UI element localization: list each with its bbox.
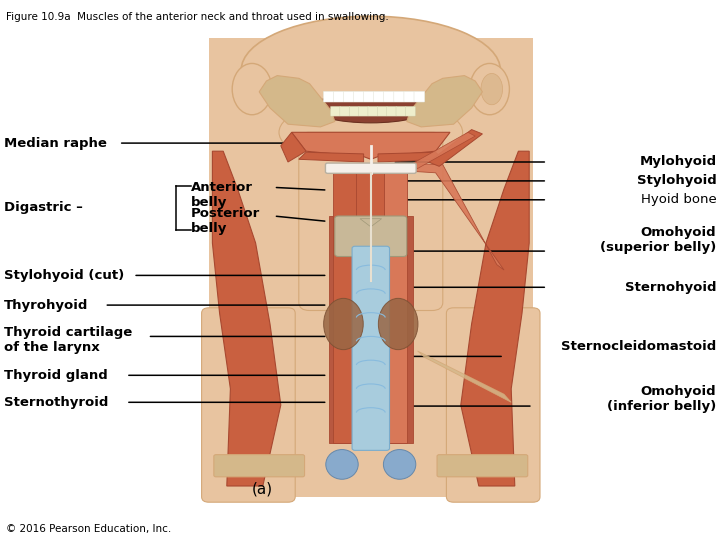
Polygon shape xyxy=(418,351,511,402)
Polygon shape xyxy=(360,219,382,227)
Polygon shape xyxy=(407,76,482,127)
FancyBboxPatch shape xyxy=(394,91,405,102)
Ellipse shape xyxy=(232,64,271,115)
FancyBboxPatch shape xyxy=(333,173,356,443)
FancyBboxPatch shape xyxy=(359,106,369,116)
Polygon shape xyxy=(292,132,450,159)
Text: © 2016 Pearson Education, Inc.: © 2016 Pearson Education, Inc. xyxy=(6,523,171,534)
Text: Thyrohyoid: Thyrohyoid xyxy=(4,299,88,312)
FancyBboxPatch shape xyxy=(377,106,387,116)
FancyBboxPatch shape xyxy=(414,91,425,102)
FancyBboxPatch shape xyxy=(368,106,378,116)
Text: Posterior
belly: Posterior belly xyxy=(191,207,260,235)
FancyBboxPatch shape xyxy=(335,216,407,256)
Polygon shape xyxy=(299,152,364,162)
FancyBboxPatch shape xyxy=(343,91,354,102)
FancyBboxPatch shape xyxy=(209,38,533,497)
FancyBboxPatch shape xyxy=(374,91,384,102)
FancyBboxPatch shape xyxy=(404,91,415,102)
Ellipse shape xyxy=(325,449,359,480)
Text: Mylohyoid: Mylohyoid xyxy=(639,156,716,168)
Ellipse shape xyxy=(241,16,500,124)
Text: Figure 10.9a  Muscles of the anterior neck and throat used in swallowing.: Figure 10.9a Muscles of the anterior nec… xyxy=(6,12,389,23)
Text: Omohyoid
(superior belly): Omohyoid (superior belly) xyxy=(600,226,716,254)
FancyBboxPatch shape xyxy=(214,455,305,477)
FancyBboxPatch shape xyxy=(352,246,390,450)
FancyBboxPatch shape xyxy=(364,91,374,102)
Ellipse shape xyxy=(379,298,418,350)
Ellipse shape xyxy=(311,93,431,123)
FancyBboxPatch shape xyxy=(329,216,413,443)
Text: Digastric –: Digastric – xyxy=(4,201,83,214)
Text: Omohyoid
(inferior belly): Omohyoid (inferior belly) xyxy=(607,384,716,413)
Polygon shape xyxy=(259,76,335,127)
Text: Thyroid cartilage
of the larynx: Thyroid cartilage of the larynx xyxy=(4,326,132,354)
FancyBboxPatch shape xyxy=(323,91,334,102)
Text: Stylohyoid: Stylohyoid xyxy=(636,174,716,187)
FancyBboxPatch shape xyxy=(330,106,341,116)
Polygon shape xyxy=(212,151,281,486)
Polygon shape xyxy=(410,132,475,168)
Text: Sternothyroid: Sternothyroid xyxy=(4,396,108,409)
FancyBboxPatch shape xyxy=(325,163,416,173)
Polygon shape xyxy=(392,163,504,270)
Ellipse shape xyxy=(470,64,510,115)
Polygon shape xyxy=(378,152,443,162)
FancyBboxPatch shape xyxy=(299,132,443,310)
Text: Anterior
belly: Anterior belly xyxy=(191,181,253,210)
FancyBboxPatch shape xyxy=(340,106,350,116)
Polygon shape xyxy=(428,130,482,166)
FancyBboxPatch shape xyxy=(341,173,401,219)
Ellipse shape xyxy=(324,298,364,350)
FancyBboxPatch shape xyxy=(349,106,359,116)
FancyBboxPatch shape xyxy=(333,91,344,102)
Text: (a): (a) xyxy=(252,481,274,496)
Text: Median raphe: Median raphe xyxy=(4,137,107,150)
Polygon shape xyxy=(281,132,306,162)
FancyBboxPatch shape xyxy=(354,91,364,102)
Text: Thyroid gland: Thyroid gland xyxy=(4,369,107,382)
FancyBboxPatch shape xyxy=(387,106,397,116)
FancyBboxPatch shape xyxy=(384,173,407,443)
Text: Sternocleidomastoid: Sternocleidomastoid xyxy=(561,340,716,353)
FancyBboxPatch shape xyxy=(384,91,395,102)
Ellipse shape xyxy=(481,73,503,105)
Ellipse shape xyxy=(384,449,416,480)
Text: Hyoid bone: Hyoid bone xyxy=(641,193,716,206)
FancyBboxPatch shape xyxy=(437,455,528,477)
FancyBboxPatch shape xyxy=(396,106,406,116)
FancyBboxPatch shape xyxy=(202,308,295,502)
Text: Stylohyoid (cut): Stylohyoid (cut) xyxy=(4,269,124,282)
Ellipse shape xyxy=(279,98,463,166)
FancyBboxPatch shape xyxy=(446,308,540,502)
FancyBboxPatch shape xyxy=(405,106,415,116)
Polygon shape xyxy=(461,151,529,486)
Text: Sternohyoid: Sternohyoid xyxy=(625,281,716,294)
